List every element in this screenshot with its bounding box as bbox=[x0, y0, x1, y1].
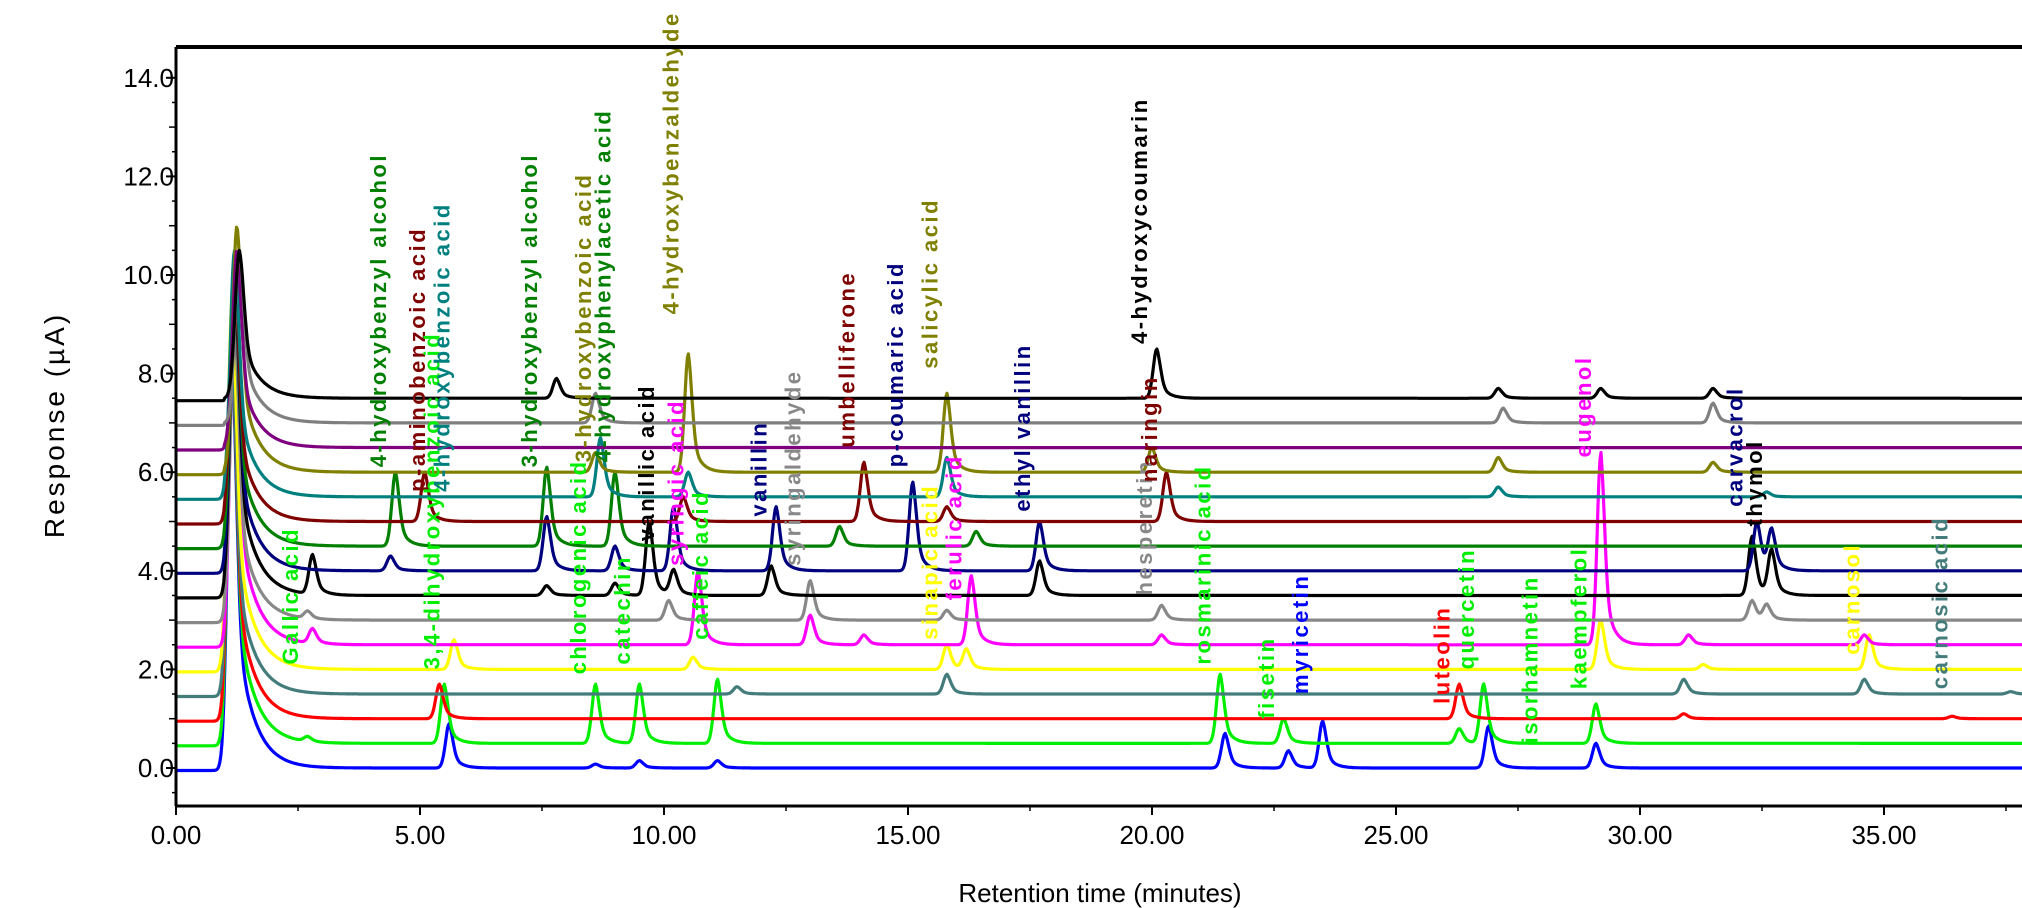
y-tick-label: 6.0 bbox=[138, 457, 174, 487]
x-tick-label: 30.00 bbox=[1607, 820, 1672, 850]
peak-label-layer: Gallic acid 4-hydroxybenzyl alcohol p-amin… bbox=[278, 11, 1952, 743]
peak-label: salicylic acid bbox=[917, 198, 942, 369]
x-tick-label: 20.00 bbox=[1119, 820, 1184, 850]
peak-label: 3-hydroxybenzyl alcohol bbox=[517, 153, 542, 467]
peak-label: rosmarinic acid bbox=[1191, 464, 1216, 664]
peak-label: fisetin bbox=[1254, 636, 1279, 718]
series-line-4 bbox=[175, 349, 2022, 699]
peak-label: catechin bbox=[610, 555, 635, 664]
peak-label: luteolin bbox=[1430, 606, 1455, 704]
peak-label: umbelliferone bbox=[834, 271, 859, 448]
peak-label: syringic acid bbox=[664, 399, 689, 566]
x-tick-label: 0.00 bbox=[151, 820, 202, 850]
series-line-7 bbox=[175, 322, 2022, 625]
x-tick-label: 25.00 bbox=[1363, 820, 1428, 850]
series-line-6 bbox=[175, 298, 2022, 649]
x-tick-label: 5.00 bbox=[395, 820, 446, 850]
peak-label: vanillic acid bbox=[634, 384, 659, 541]
x-axis-title: Retention time (minutes) bbox=[958, 878, 1241, 908]
peak-label: eugenol bbox=[1571, 356, 1596, 458]
peak-label: 4-hydroxybenzaldehyde bbox=[659, 11, 684, 314]
series-line-10 bbox=[175, 273, 2022, 551]
x-tick-label: 15.00 bbox=[875, 820, 940, 850]
peak-label: p-coumaric acid bbox=[883, 261, 908, 467]
series-line-5 bbox=[175, 300, 2022, 674]
series-line-16 bbox=[175, 248, 2022, 403]
peak-label: isorhamnetin bbox=[1518, 575, 1543, 743]
peak-label: myricetin bbox=[1288, 574, 1313, 694]
axes-layer: 0.00 5.00 10.00 15.00 20.00 25.00 30.00 35.00 0.… bbox=[123, 45, 2022, 850]
y-tick-label: 4.0 bbox=[138, 556, 174, 586]
series-line-15 bbox=[175, 248, 2022, 427]
peak-label: Gallic acid bbox=[278, 527, 303, 665]
series-layer bbox=[175, 225, 2022, 773]
peak-label: naringin bbox=[1137, 375, 1162, 482]
peak-label: quercetin bbox=[1454, 548, 1479, 670]
peak-label: 3,4-dihydroxybenzoic acid bbox=[420, 332, 445, 670]
peak-label: thymol bbox=[1742, 439, 1767, 526]
peak-label: p-aminobenzoic acid bbox=[405, 227, 430, 492]
series-line-14 bbox=[175, 250, 2022, 452]
peak-label: kaempferol bbox=[1566, 547, 1591, 689]
peak-label: vanillin bbox=[747, 421, 772, 517]
peak-label: syringaldehyde bbox=[781, 370, 806, 566]
y-tick-label: 8.0 bbox=[138, 359, 174, 389]
series-line-12 bbox=[175, 248, 2022, 501]
y-tick-label: 12.0 bbox=[123, 161, 174, 191]
peak-label: chlorogenic acid bbox=[566, 459, 591, 674]
x-tick-label: 10.00 bbox=[631, 820, 696, 850]
peak-label: 4-hydroxybenzoic acid bbox=[429, 202, 454, 492]
peak-label: ferulic acid bbox=[942, 454, 967, 600]
y-tick-label: 2.0 bbox=[138, 654, 174, 684]
peak-label: carvacrol bbox=[1723, 386, 1748, 506]
peak-label: caffeic acid bbox=[688, 490, 713, 640]
peak-label: hesperetin bbox=[1132, 459, 1157, 595]
peak-label: 3-hydroxybenzoic acid bbox=[571, 173, 596, 463]
y-tick-label: 0.0 bbox=[138, 753, 174, 783]
series-line-13 bbox=[175, 225, 2022, 477]
peak-label: sinapic acid bbox=[917, 484, 942, 640]
y-tick-label: 10.0 bbox=[123, 260, 174, 290]
series-line-9 bbox=[175, 273, 2022, 575]
y-tick-label: 14.0 bbox=[123, 63, 174, 93]
y-axis-title: Response (µA) bbox=[39, 312, 70, 538]
peak-label: 4-hydroxycoumarin bbox=[1127, 97, 1152, 344]
series-line-1 bbox=[175, 364, 2022, 773]
series-line-8 bbox=[175, 273, 2022, 600]
series-line-11 bbox=[175, 273, 2022, 526]
x-tick-label: 35.00 bbox=[1851, 820, 1916, 850]
series-line-2 bbox=[175, 349, 2022, 748]
peak-label: 4-hydroxyphenylacetic acid bbox=[590, 109, 615, 463]
peak-label: carnosol bbox=[1840, 543, 1865, 655]
peak-label: ethyl vanillin bbox=[1010, 343, 1035, 511]
peak-label: 4-hydroxybenzyl alcohol bbox=[366, 153, 391, 467]
series-line-3 bbox=[175, 349, 2022, 723]
peak-label: carnosic acid bbox=[1927, 516, 1952, 689]
